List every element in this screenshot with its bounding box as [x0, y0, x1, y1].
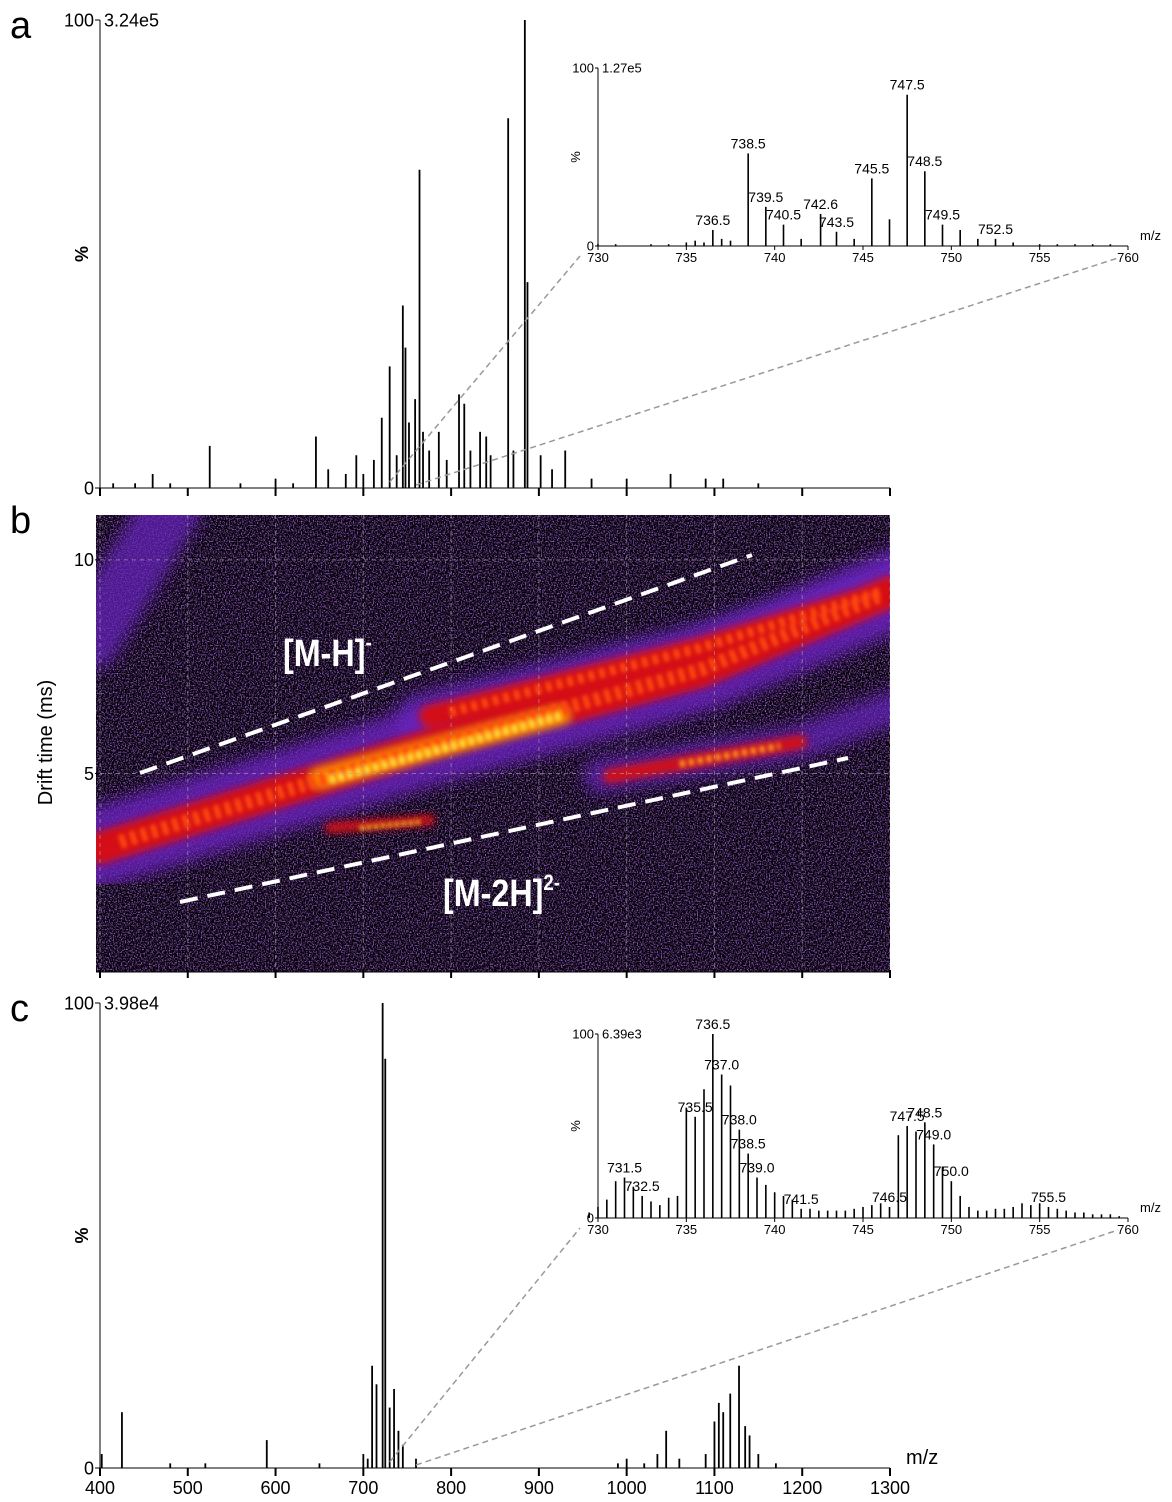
intensity-scale: 3.24e5	[104, 10, 159, 30]
peak-label: 743.5	[819, 214, 854, 230]
peak-label: 732.5	[625, 1178, 660, 1194]
intensity-scale: 1.27e5	[602, 61, 642, 76]
y-tick-label: 100	[64, 10, 94, 30]
panel-label: a	[10, 5, 32, 47]
x-axis-label: m/z	[1140, 1200, 1161, 1215]
x-tick-label: 600	[261, 1478, 291, 1498]
peak-label: 755.5	[1031, 1189, 1066, 1205]
peak-label: 748.5	[907, 153, 942, 169]
peak-label: 749.5	[925, 207, 960, 223]
x-tick-label: 400	[85, 1478, 115, 1498]
ion-label: [M-2H]	[443, 873, 543, 915]
y-tick-label: 0	[587, 239, 594, 254]
panel-label: c	[10, 988, 29, 1030]
peak-label: 739.5	[748, 189, 783, 205]
x-tick-label: 700	[348, 1478, 378, 1498]
x-tick-label: 900	[524, 1478, 554, 1498]
peak-label: 738.5	[731, 1136, 766, 1152]
peak-label: 746.5	[872, 1189, 907, 1205]
peak-label: 731.5	[607, 1160, 642, 1176]
x-tick-label: 1000	[607, 1478, 647, 1498]
y-tick-label: 10	[74, 550, 94, 570]
peak-label: 738.0	[722, 1112, 757, 1128]
peak-label: 747.5	[890, 1108, 925, 1124]
zoom-guide	[415, 1229, 1119, 1466]
zoom-guide	[389, 1227, 581, 1463]
y-tick-label: 0	[84, 1458, 94, 1478]
x-tick-label: 750	[940, 1222, 962, 1237]
x-axis-label: m/z	[906, 1447, 938, 1469]
trend-line	[179, 756, 849, 904]
y-tick-label: 0	[587, 1211, 594, 1226]
y-axis-label: Drift time (ms)	[35, 680, 57, 806]
peak-label: 747.5	[890, 77, 925, 93]
y-axis-label: %	[568, 151, 583, 163]
peak-label: 738.5	[731, 135, 766, 151]
ion-annotation: [M-2H]2-	[443, 872, 560, 915]
x-tick-label: 745	[852, 250, 874, 265]
peak-label: 737.0	[704, 1056, 739, 1072]
peak-label: 735.5	[678, 1099, 713, 1115]
zoom-guide	[415, 257, 1119, 486]
x-tick-label: 760	[1117, 1222, 1139, 1237]
mobility-heatmap: [M-H]- [M-2H]2-	[96, 515, 890, 972]
heatmap-isotope-spots	[117, 587, 883, 849]
peak-label: 736.5	[695, 212, 730, 228]
x-tick-label: 755	[1029, 1222, 1051, 1237]
y-tick-label: 5	[84, 764, 94, 784]
x-tick-label: 760	[1117, 250, 1139, 265]
x-axis-label: m/z	[1140, 228, 1161, 243]
peak-label: 750.0	[934, 1163, 969, 1179]
x-tick-label: 750	[940, 250, 962, 265]
zoom-guide	[389, 255, 581, 483]
x-tick-label: 730	[587, 1222, 609, 1237]
intensity-scale: 6.39e3	[602, 1027, 642, 1042]
x-tick-label: 800	[436, 1478, 466, 1498]
x-tick-label: 500	[173, 1478, 203, 1498]
peak-label: 736.5	[695, 1016, 730, 1032]
peak-label: 752.5	[978, 221, 1013, 237]
x-tick-label: 745	[852, 1222, 874, 1237]
x-tick-label: 1300	[870, 1478, 910, 1498]
x-tick-label: 730	[587, 250, 609, 265]
peak-label: 741.5	[784, 1191, 819, 1207]
x-tick-label: 740	[764, 250, 786, 265]
x-tick-label: 755	[1029, 250, 1051, 265]
ion-label: [M-H]	[283, 633, 365, 675]
ion-annotation: [M-H]-	[283, 632, 372, 675]
y-axis-label: %	[568, 1120, 583, 1132]
peak-label: 740.5	[766, 207, 801, 223]
peak-label: 748.5	[907, 1104, 942, 1120]
y-axis-label: %	[72, 246, 92, 262]
y-tick-label: 100	[64, 993, 94, 1013]
ion-charge: -	[365, 632, 371, 656]
trend-line	[139, 553, 753, 775]
peak-label: 742.6	[803, 196, 838, 212]
x-tick-label: 1100	[695, 1478, 734, 1498]
ion-charge: 2-	[543, 872, 560, 896]
x-tick-label: 1200	[782, 1478, 822, 1498]
x-tick-label: 740	[764, 1222, 786, 1237]
y-axis-label: %	[72, 1227, 92, 1243]
panel-label: b	[10, 500, 31, 542]
peak-label: 749.0	[916, 1126, 951, 1142]
y-tick-label: 100	[572, 61, 594, 76]
x-tick-label: 735	[675, 250, 697, 265]
x-tick-label: 735	[675, 1222, 697, 1237]
peak-label: 739.0	[739, 1160, 774, 1176]
y-tick-label: 0	[84, 478, 94, 498]
intensity-scale: 3.98e4	[104, 993, 159, 1013]
y-tick-label: 100	[572, 1027, 594, 1042]
peak-label: 745.5	[854, 160, 889, 176]
heatmap-grid	[99, 515, 890, 970]
